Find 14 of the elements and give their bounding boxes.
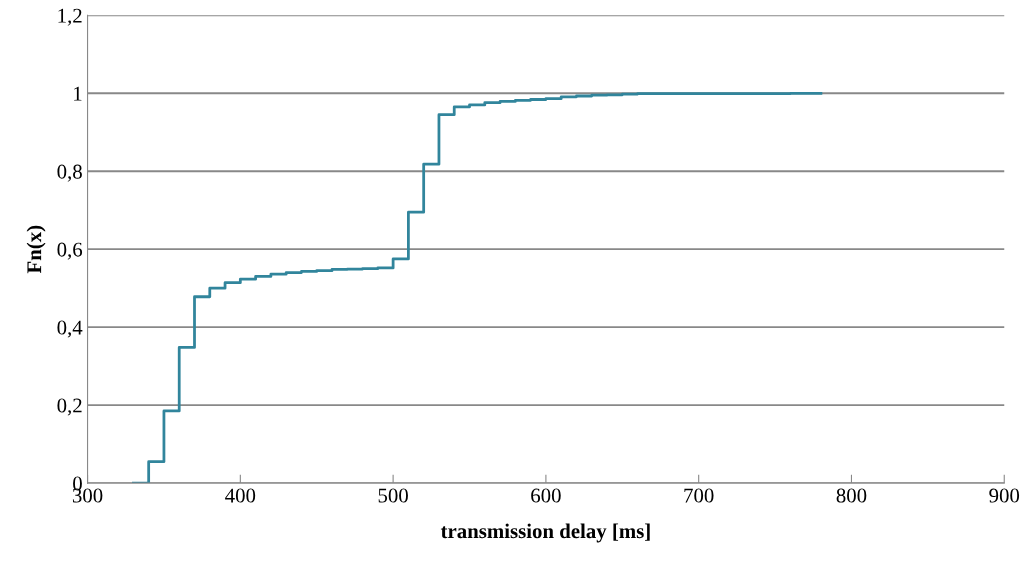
x-tick-label: 900 — [989, 488, 1020, 503]
x-tick-label: 700 — [684, 488, 714, 503]
x-tick-label: 600 — [531, 488, 561, 503]
y-axis-title: Fn(x) — [26, 225, 46, 274]
y-tick-label: 0,4 — [57, 320, 83, 338]
y-tick-label: 1 — [74, 86, 82, 101]
y-tick-label: 0,6 — [57, 242, 83, 260]
x-tick-label: 500 — [378, 488, 408, 503]
x-tick-label: 400 — [225, 488, 256, 503]
y-tick-label: 1,2 — [58, 8, 82, 26]
y-tick-label: 0,8 — [57, 164, 82, 182]
x-axis-title: transmission delay [ms] — [440, 523, 650, 543]
y-tick-label: 0,2 — [57, 398, 82, 416]
x-tick-label: 800 — [836, 488, 867, 503]
